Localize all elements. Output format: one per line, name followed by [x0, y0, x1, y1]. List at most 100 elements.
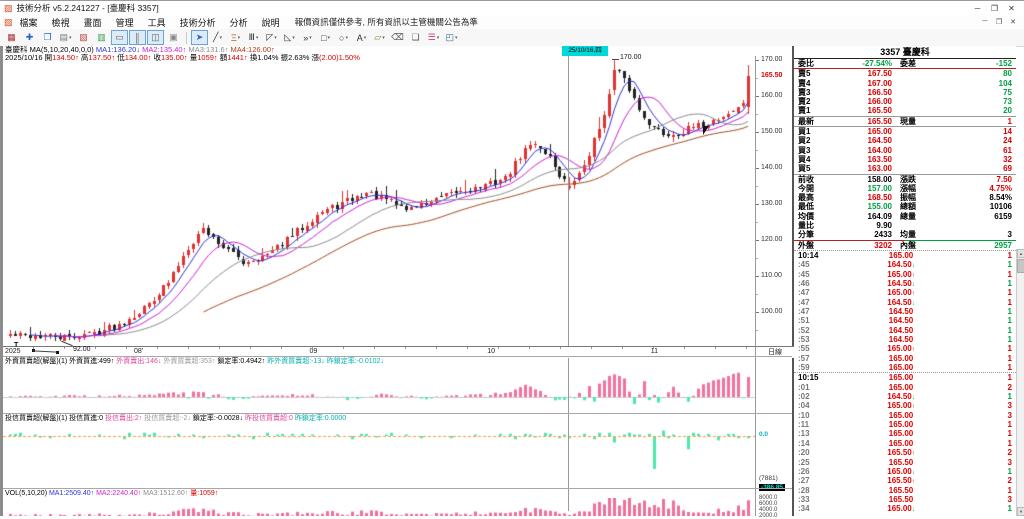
multi-panel-icon[interactable]: ◫: [147, 30, 164, 45]
tick-time: :57: [798, 353, 810, 363]
minimize-button[interactable]: ─: [974, 3, 981, 13]
menu-item-0[interactable]: 檔案: [19, 17, 38, 28]
fibonacci-tool-icon-glyph: Ξ: [230, 32, 237, 43]
text-tool-icon[interactable]: A ▾: [353, 30, 370, 45]
bid-row[interactable]: 買2 164.50 24: [794, 136, 1016, 145]
bid-row[interactable]: 買3 164.00 61: [794, 146, 1016, 155]
pointer-tool-icon-glyph: ➤: [195, 32, 204, 42]
bid-row[interactable]: 買5 163.00 69: [794, 164, 1016, 173]
menu-item-4[interactable]: 工具: [147, 17, 166, 28]
menu-item-1[interactable]: 檢視: [51, 17, 70, 28]
menu-item-5[interactable]: 技術分析: [179, 17, 216, 28]
objects-list-icon[interactable]: ❏: [407, 30, 424, 45]
ask-row[interactable]: 賣2 166.00 73: [794, 97, 1016, 106]
title-bar[interactable]: ▨ 技術分析 v5.2.241227 - [臺慶科 3357] ─ ❐ ✕: [0, 1, 1024, 15]
rectangle-tool-icon-glyph: □: [321, 32, 327, 43]
ask-row[interactable]: 賣1 165.50 20: [794, 106, 1016, 115]
down-arrow-icon: ↓: [911, 395, 915, 402]
scroll-up-button[interactable]: ▲: [1017, 249, 1024, 258]
x-minor-tick: [591, 347, 592, 349]
stat-row-value: 155.00: [867, 202, 892, 212]
candlestick-icon-glyph: ║: [134, 32, 141, 43]
tick-volume: 1: [1007, 269, 1012, 279]
stat-row-label2: [892, 221, 938, 230]
volume-panel-canvas[interactable]: [3, 498, 755, 516]
trust-header-segment: 投信買進:0: [69, 415, 104, 422]
new-chart-icon-glyph: ✚: [25, 32, 34, 42]
child-close-button[interactable]: ✕: [1010, 19, 1016, 26]
tick-row: :53 164.50 1: [794, 335, 1016, 344]
current-price-label: 165.50: [761, 71, 783, 79]
tick-time: :02: [798, 392, 810, 402]
x-minor-tick: [684, 347, 685, 349]
close-page-icon[interactable]: ▧: [75, 30, 92, 45]
foreign-header-segment: 外資買賣超(解盤)(1): [5, 358, 70, 365]
tick-time: :28: [798, 485, 810, 495]
foreign-panel-canvas[interactable]: [3, 366, 755, 413]
weight-row: 委比 -27.54% 委差 -152: [794, 59, 1016, 68]
new-chart-icon[interactable]: ✚: [21, 30, 38, 45]
stat-row-value2: 4.75%: [989, 183, 1012, 193]
tick-price: 165.00↑: [887, 288, 915, 298]
save-layout-icon[interactable]: ◰ ▾: [443, 30, 460, 45]
menu-item-7[interactable]: 說明: [261, 17, 280, 28]
snapshot-icon[interactable]: ▣: [165, 30, 182, 45]
stat-row-value: 9.90: [876, 221, 892, 231]
tick-time: :45: [798, 269, 810, 279]
main-chart-canvas[interactable]: [3, 56, 755, 346]
close-button[interactable]: ✕: [1008, 3, 1015, 13]
trust-panel-canvas[interactable]: [3, 423, 755, 489]
trendline-tool-icon[interactable]: ╱ ▾: [209, 30, 226, 45]
line-chart-icon[interactable]: ▭: [111, 30, 128, 45]
menu-item-6[interactable]: 分析: [229, 17, 248, 28]
highlight-tool-icon[interactable]: ▱ ▾: [371, 30, 388, 45]
ohlc-info-line: 2025/10/16 開134.50↑ 高137.50↑ 低134.00↑ 收1…: [5, 54, 360, 62]
rectangle-tool-icon[interactable]: □ ▾: [317, 30, 334, 45]
child-minimize-button[interactable]: ─: [982, 18, 988, 25]
tick-volume: 1: [1007, 504, 1012, 512]
marker-tool-icon[interactable]: » ▾: [299, 30, 316, 45]
x-minor-tick: [219, 347, 220, 349]
dropdown-arrow-icon: ▾: [274, 34, 277, 41]
window-layout-icon[interactable]: ❐: [39, 30, 56, 45]
bid-row[interactable]: 買1 165.00 14: [794, 127, 1016, 136]
grid-chart-icon[interactable]: ▥: [93, 30, 110, 45]
maximize-button[interactable]: ❐: [990, 3, 999, 13]
ask-row[interactable]: 賣4 167.00 104: [794, 79, 1016, 88]
tick-price: 164.50: [888, 307, 914, 316]
indicator-lines-icon[interactable]: ☰ ▾: [425, 30, 442, 45]
pointer-tool-icon[interactable]: ➤: [191, 30, 208, 45]
line-chart-icon-glyph: ▭: [115, 32, 124, 42]
fibonacci-tool-icon[interactable]: Ξ ▾: [227, 30, 244, 45]
ask-row[interactable]: 賣5 167.50 80: [794, 69, 1016, 78]
ask-row-qty: 73: [1003, 97, 1012, 107]
up-arrow-icon: ↑: [911, 291, 915, 298]
child-maximize-button[interactable]: ❐: [995, 19, 1003, 26]
menu-item-3[interactable]: 管理: [115, 17, 134, 28]
separator: [794, 126, 1016, 128]
menu-item-2[interactable]: 畫面: [83, 17, 102, 28]
separator: [794, 173, 1016, 175]
ellipse-tool-icon[interactable]: ○ ▾: [335, 30, 352, 45]
down-arrow-icon: ↓: [911, 300, 915, 307]
y-axis-label: 170.00: [761, 55, 783, 63]
vertical-lines-tool-icon[interactable]: Ⅲ ▾: [245, 30, 262, 45]
chart-style-icon[interactable]: ▤ ▾: [57, 30, 74, 45]
candlestick-icon[interactable]: ║: [129, 30, 146, 45]
eraser-tool-icon[interactable]: ⌫: [389, 30, 406, 45]
volume-header-segment: 量:1059↑: [188, 490, 219, 497]
tick-time: :26: [798, 466, 810, 476]
measure-tool-icon[interactable]: ◺ ▾: [281, 30, 298, 45]
bid-row[interactable]: 買4 163.50 32: [794, 155, 1016, 164]
ask-row[interactable]: 賣3 166.50 75: [794, 88, 1016, 97]
market-chart-icon[interactable]: ▦: [3, 30, 20, 45]
gann-fan-tool-icon[interactable]: ◸ ▾: [263, 30, 280, 45]
dropdown-arrow-icon: ▾: [237, 34, 241, 41]
scroll-thumb[interactable]: [1017, 259, 1024, 273]
stat-row-label: 均價: [798, 211, 814, 221]
chart-area[interactable]: 臺慶科 MA(5,10,20,40,0,0) MA1:136.20↓ MA2:1…: [0, 46, 794, 519]
weight-row-value2: -152: [995, 59, 1012, 68]
tick-scrollbar[interactable]: ▲ ▼: [1016, 249, 1024, 516]
stat-row-value2: [938, 221, 1012, 230]
